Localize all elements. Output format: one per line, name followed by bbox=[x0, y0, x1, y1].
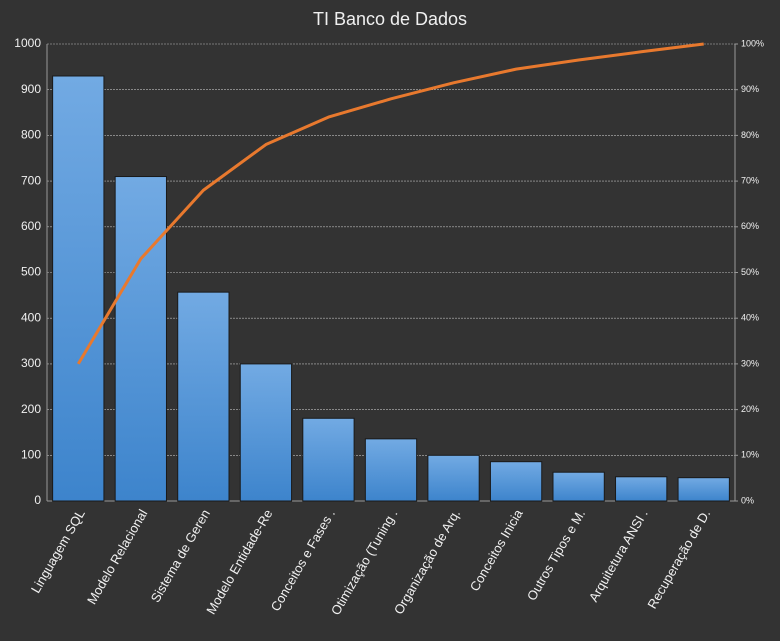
y2-tick-label: 90% bbox=[741, 84, 759, 94]
bar bbox=[364, 438, 418, 502]
y-tick-label: 0 bbox=[34, 493, 41, 507]
y2-tick-label: 70% bbox=[741, 175, 759, 185]
bar bbox=[677, 477, 730, 502]
y2-tick-label: 80% bbox=[741, 130, 759, 140]
y-tick-label: 600 bbox=[21, 219, 41, 233]
bar bbox=[302, 417, 355, 502]
bar bbox=[427, 454, 480, 502]
y2-tick-label: 60% bbox=[741, 221, 759, 231]
y2-tick-label: 0% bbox=[741, 495, 754, 505]
bar bbox=[489, 461, 543, 502]
bar bbox=[52, 75, 105, 502]
bar bbox=[615, 476, 668, 502]
y-tick-label: 800 bbox=[21, 128, 41, 142]
y-tick-label: 300 bbox=[21, 356, 41, 370]
y-tick-label: 700 bbox=[21, 173, 41, 187]
y-tick-label: 500 bbox=[21, 265, 41, 279]
y2-tick-label: 50% bbox=[741, 267, 759, 277]
y2-tick-label: 20% bbox=[741, 404, 759, 414]
y-tick-label: 900 bbox=[21, 82, 41, 96]
bar bbox=[239, 363, 293, 502]
y-tick-label: 1000 bbox=[14, 36, 41, 50]
y2-tick-label: 10% bbox=[741, 450, 759, 460]
pareto-line bbox=[76, 42, 704, 365]
y2-tick-label: 100% bbox=[741, 38, 764, 48]
y2-tick-label: 30% bbox=[741, 358, 759, 368]
bar bbox=[114, 176, 167, 502]
y-tick-label: 400 bbox=[21, 310, 41, 324]
bar bbox=[177, 291, 230, 502]
y-tick-label: 100 bbox=[21, 447, 41, 461]
bar bbox=[552, 471, 605, 502]
chart-title: TI Banco de Dados bbox=[313, 9, 467, 29]
y2-tick-label: 40% bbox=[741, 313, 759, 323]
y-tick-label: 200 bbox=[21, 402, 41, 416]
